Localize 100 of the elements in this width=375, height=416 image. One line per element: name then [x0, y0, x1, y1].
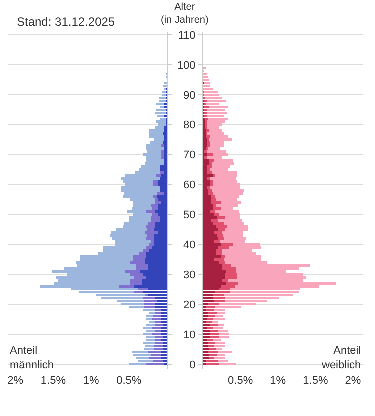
bar	[160, 154, 164, 156]
bar	[134, 204, 152, 207]
bar	[153, 196, 158, 198]
bar	[203, 216, 218, 219]
bar	[208, 120, 225, 123]
x-tick-label: 2%	[345, 375, 362, 387]
bar	[162, 330, 167, 333]
bar	[163, 348, 167, 351]
bar	[164, 160, 167, 162]
bar	[203, 186, 207, 189]
bar	[157, 196, 167, 198]
bar	[163, 324, 167, 327]
bar	[203, 202, 212, 204]
bar	[203, 132, 206, 135]
bar	[156, 306, 167, 309]
bar	[203, 288, 219, 291]
bar	[206, 178, 210, 180]
bar	[160, 186, 167, 189]
bar	[163, 360, 167, 363]
y-tick-label: 90	[184, 90, 196, 102]
bar	[206, 309, 214, 312]
bar	[146, 210, 156, 213]
bar	[203, 208, 213, 210]
bar	[152, 246, 167, 249]
bar	[146, 336, 155, 339]
bar	[164, 136, 167, 138]
x-axis-title: Anteil männlich	[10, 345, 54, 372]
bar	[116, 240, 152, 243]
bar	[212, 222, 224, 225]
bar	[154, 226, 167, 228]
y-tick-label: 30	[184, 269, 196, 282]
bar	[208, 192, 214, 195]
bar	[203, 345, 208, 348]
bar	[203, 339, 207, 342]
bar	[203, 300, 214, 303]
bar	[214, 258, 224, 261]
bar	[203, 315, 208, 318]
bar	[154, 222, 167, 225]
bar	[224, 256, 261, 258]
bar	[130, 280, 142, 282]
bar	[164, 156, 167, 159]
bar	[203, 154, 207, 156]
bar	[124, 222, 148, 225]
bar	[203, 228, 218, 231]
bar	[203, 76, 208, 78]
bar	[162, 315, 167, 318]
bar	[146, 339, 155, 342]
bar	[211, 198, 217, 201]
bar	[146, 252, 167, 255]
bar	[203, 166, 207, 168]
bar	[203, 312, 208, 315]
bar	[152, 333, 161, 336]
bar	[164, 144, 167, 147]
bar	[203, 250, 216, 252]
bar	[160, 178, 167, 180]
bar	[208, 124, 223, 126]
bar	[163, 142, 167, 144]
bar	[160, 202, 167, 204]
y-axis-title: Alter (in Jahren)	[161, 2, 209, 26]
bar	[158, 124, 166, 126]
bar	[134, 354, 152, 357]
bar	[154, 202, 161, 204]
bar	[203, 226, 216, 228]
bar	[122, 178, 160, 180]
x-tick-label: 1%	[270, 375, 286, 387]
bar	[203, 232, 214, 234]
bar	[160, 156, 164, 159]
bar	[212, 204, 217, 207]
bar	[154, 234, 167, 237]
bar	[153, 184, 159, 186]
bar	[134, 202, 155, 204]
bar	[129, 216, 152, 219]
bar	[206, 138, 210, 141]
bar	[203, 130, 206, 132]
bar	[163, 84, 167, 88]
bar	[212, 166, 230, 168]
bar	[158, 198, 167, 201]
bar	[206, 136, 210, 138]
bar	[212, 208, 222, 210]
bar	[163, 132, 167, 135]
bar	[146, 276, 167, 279]
bar	[158, 184, 167, 186]
bar	[206, 130, 210, 132]
bar	[160, 106, 164, 108]
bar	[214, 232, 223, 234]
bar	[214, 180, 237, 183]
bar	[203, 256, 222, 258]
bar	[203, 198, 212, 201]
bar	[215, 210, 240, 213]
bar	[158, 180, 167, 183]
bar	[158, 232, 167, 234]
bar	[203, 336, 210, 339]
bar	[203, 180, 210, 183]
bar	[212, 162, 234, 165]
bar	[120, 186, 160, 189]
bar	[223, 234, 244, 237]
bar	[203, 324, 210, 327]
bar	[227, 226, 248, 228]
bar	[203, 351, 208, 354]
y-tick-label: 0	[190, 359, 196, 372]
